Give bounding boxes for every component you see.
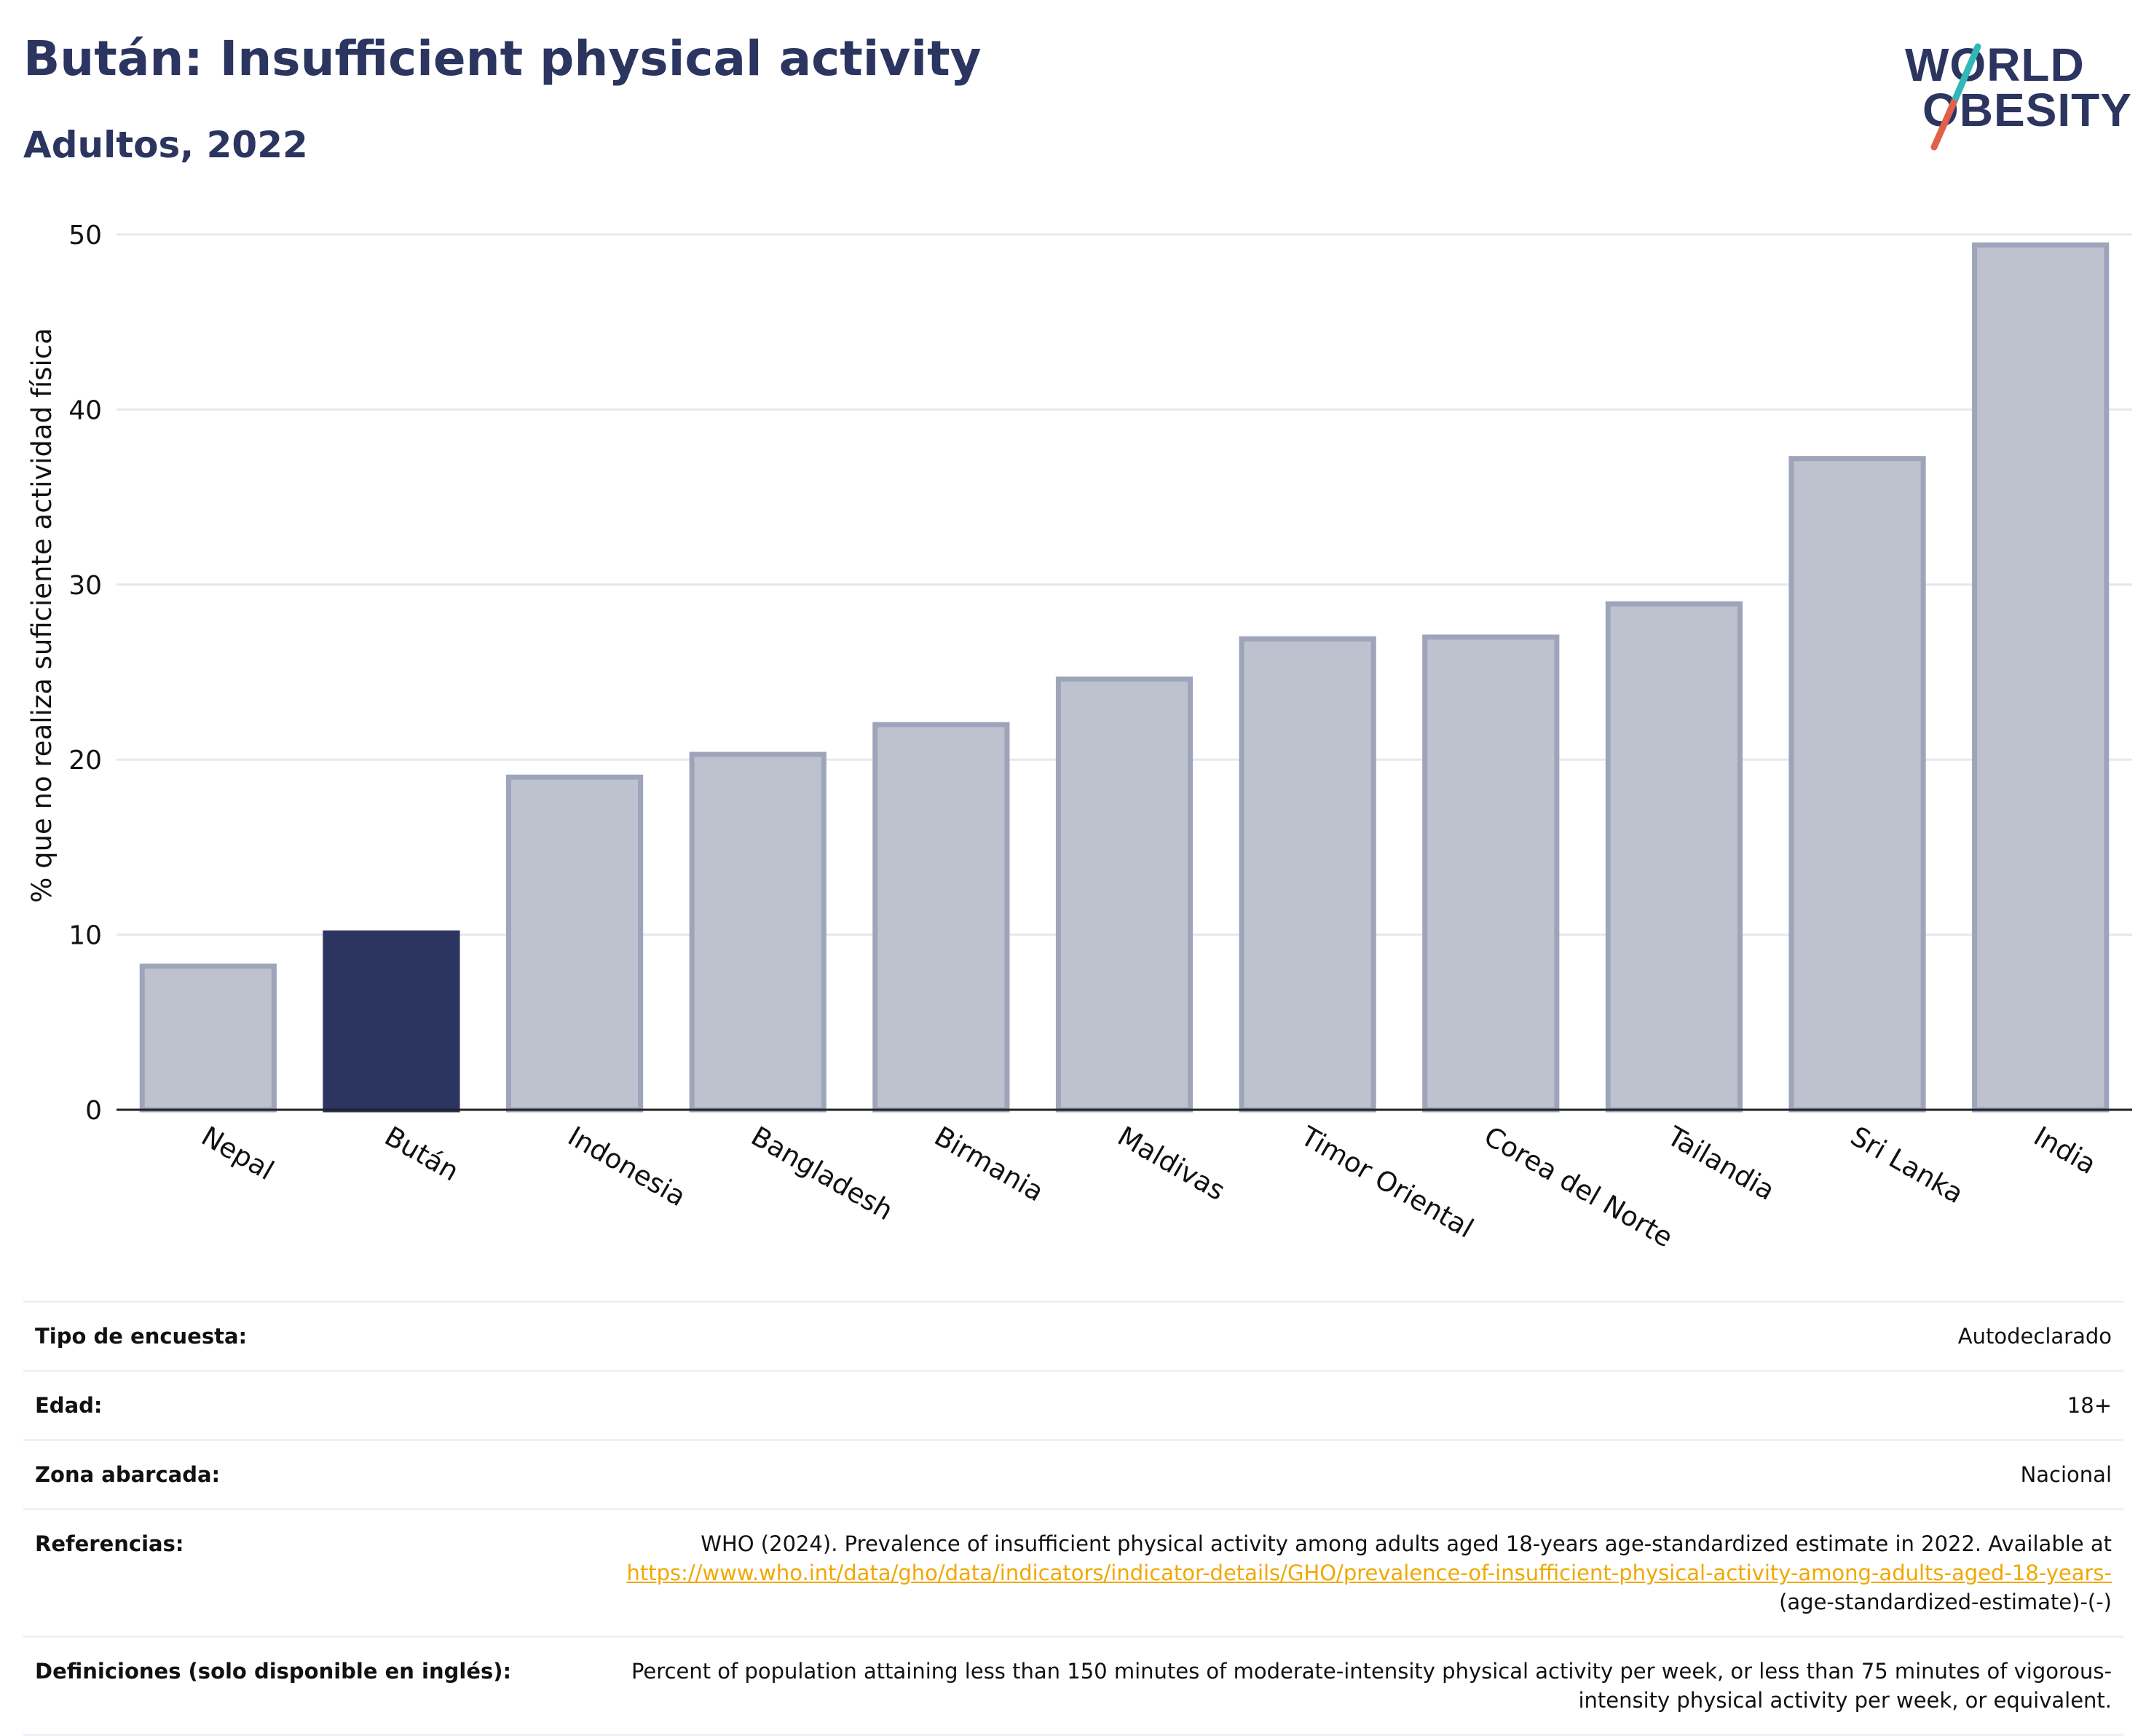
metadata-table: Tipo de encuesta: Autodeclarado Edad: 18… [23, 1301, 2123, 1736]
meta-value: WHO (2024). Prevalence of insufficient p… [600, 1508, 2123, 1637]
meta-value: Autodeclarado [600, 1301, 2123, 1371]
bar-bangladesh [689, 751, 827, 1113]
world-obesity-logo: WORLD OBESITY [1893, 33, 2141, 157]
bar-tailandia [1605, 601, 1743, 1113]
y-tick-label: 30 [68, 571, 102, 601]
x-tick-label: Bangladesh [746, 1121, 898, 1227]
logo-slash-icon [1930, 43, 1981, 151]
y-tick-labels: 0 10 20 30 40 50 [68, 221, 102, 1126]
page-subtitle: Adultos, 2022 [23, 124, 308, 166]
x-tick-label: Tailandia [1662, 1120, 1780, 1207]
meta-label: Tipo de encuesta: [23, 1301, 600, 1371]
meta-label: Edad: [23, 1370, 600, 1440]
y-tick-label: 0 [85, 1096, 102, 1126]
y-tick-label: 20 [68, 746, 102, 776]
bar-india [1972, 242, 2110, 1113]
bar-bután [323, 930, 460, 1113]
y-tick-label: 40 [68, 395, 102, 425]
meta-row-references: Referencias: WHO (2024). Prevalence of i… [23, 1508, 2123, 1637]
bar-timor-oriental [1239, 636, 1376, 1113]
reference-link[interactable]: https://www.who.int/data/gho/data/indica… [626, 1561, 2112, 1585]
bar-corea-del-norte [1422, 634, 1560, 1113]
x-tick-label: Corea del Norte [1479, 1121, 1678, 1254]
meta-label: Definiciones (solo disponible en inglés)… [23, 1636, 600, 1736]
x-tick-label: Timor Oriental [1295, 1120, 1478, 1244]
meta-label: Referencias: [23, 1508, 600, 1637]
meta-label: Zona abarcada: [23, 1439, 600, 1510]
y-tick-label: 50 [68, 221, 102, 250]
bar-indonesia [506, 774, 644, 1113]
meta-value: Percent of population attaining less tha… [600, 1636, 2123, 1736]
x-tick-label: Indonesia [563, 1121, 691, 1213]
bar-birmania [872, 722, 1010, 1113]
meta-row-definitions: Definiciones (solo disponible en inglés)… [23, 1636, 2123, 1736]
y-axis-label: % que no realiza suficiente actividad fí… [26, 328, 58, 903]
bar-nepal [139, 963, 277, 1113]
page-title: Bután: Insufficient physical activity [23, 31, 982, 87]
bar-chart: 0 10 20 30 40 50 Nepal Bután Indonesia Banglades… [0, 197, 2154, 1285]
x-tick-label: Maldivas [1113, 1121, 1231, 1207]
chart-canvas: 0 10 20 30 40 50 Nepal Bután Indonesia Banglades… [26, 221, 2132, 1253]
y-tick-label: 10 [68, 921, 102, 951]
x-tick-label: Birmania [929, 1121, 1049, 1208]
meta-row-age: Edad: 18+ [23, 1370, 2123, 1440]
bars [117, 242, 2132, 1113]
x-tick-label: India [2029, 1121, 2102, 1181]
meta-row-area: Zona abarcada: Nacional [23, 1439, 2123, 1510]
meta-row-survey: Tipo de encuesta: Autodeclarado [23, 1301, 2123, 1371]
x-tick-label: Bután [379, 1121, 464, 1188]
bar-maldivas [1055, 676, 1194, 1113]
logo-line-1: WORLD [1905, 39, 2085, 91]
bar-sri-lanka [1788, 456, 1926, 1113]
x-tick-label: Sri Lanka [1845, 1121, 1969, 1210]
x-tick-labels: Nepal Bután Indonesia Bangladesh Birmania Mal… [196, 1120, 2102, 1253]
reference-suffix: (age-standardized-estimate)-(-) [1779, 1590, 2112, 1614]
reference-text: WHO (2024). Prevalence of insufficient p… [701, 1531, 2112, 1556]
meta-value: Nacional [600, 1439, 2123, 1510]
x-tick-label: Nepal [196, 1121, 279, 1187]
meta-value: 18+ [600, 1370, 2123, 1440]
